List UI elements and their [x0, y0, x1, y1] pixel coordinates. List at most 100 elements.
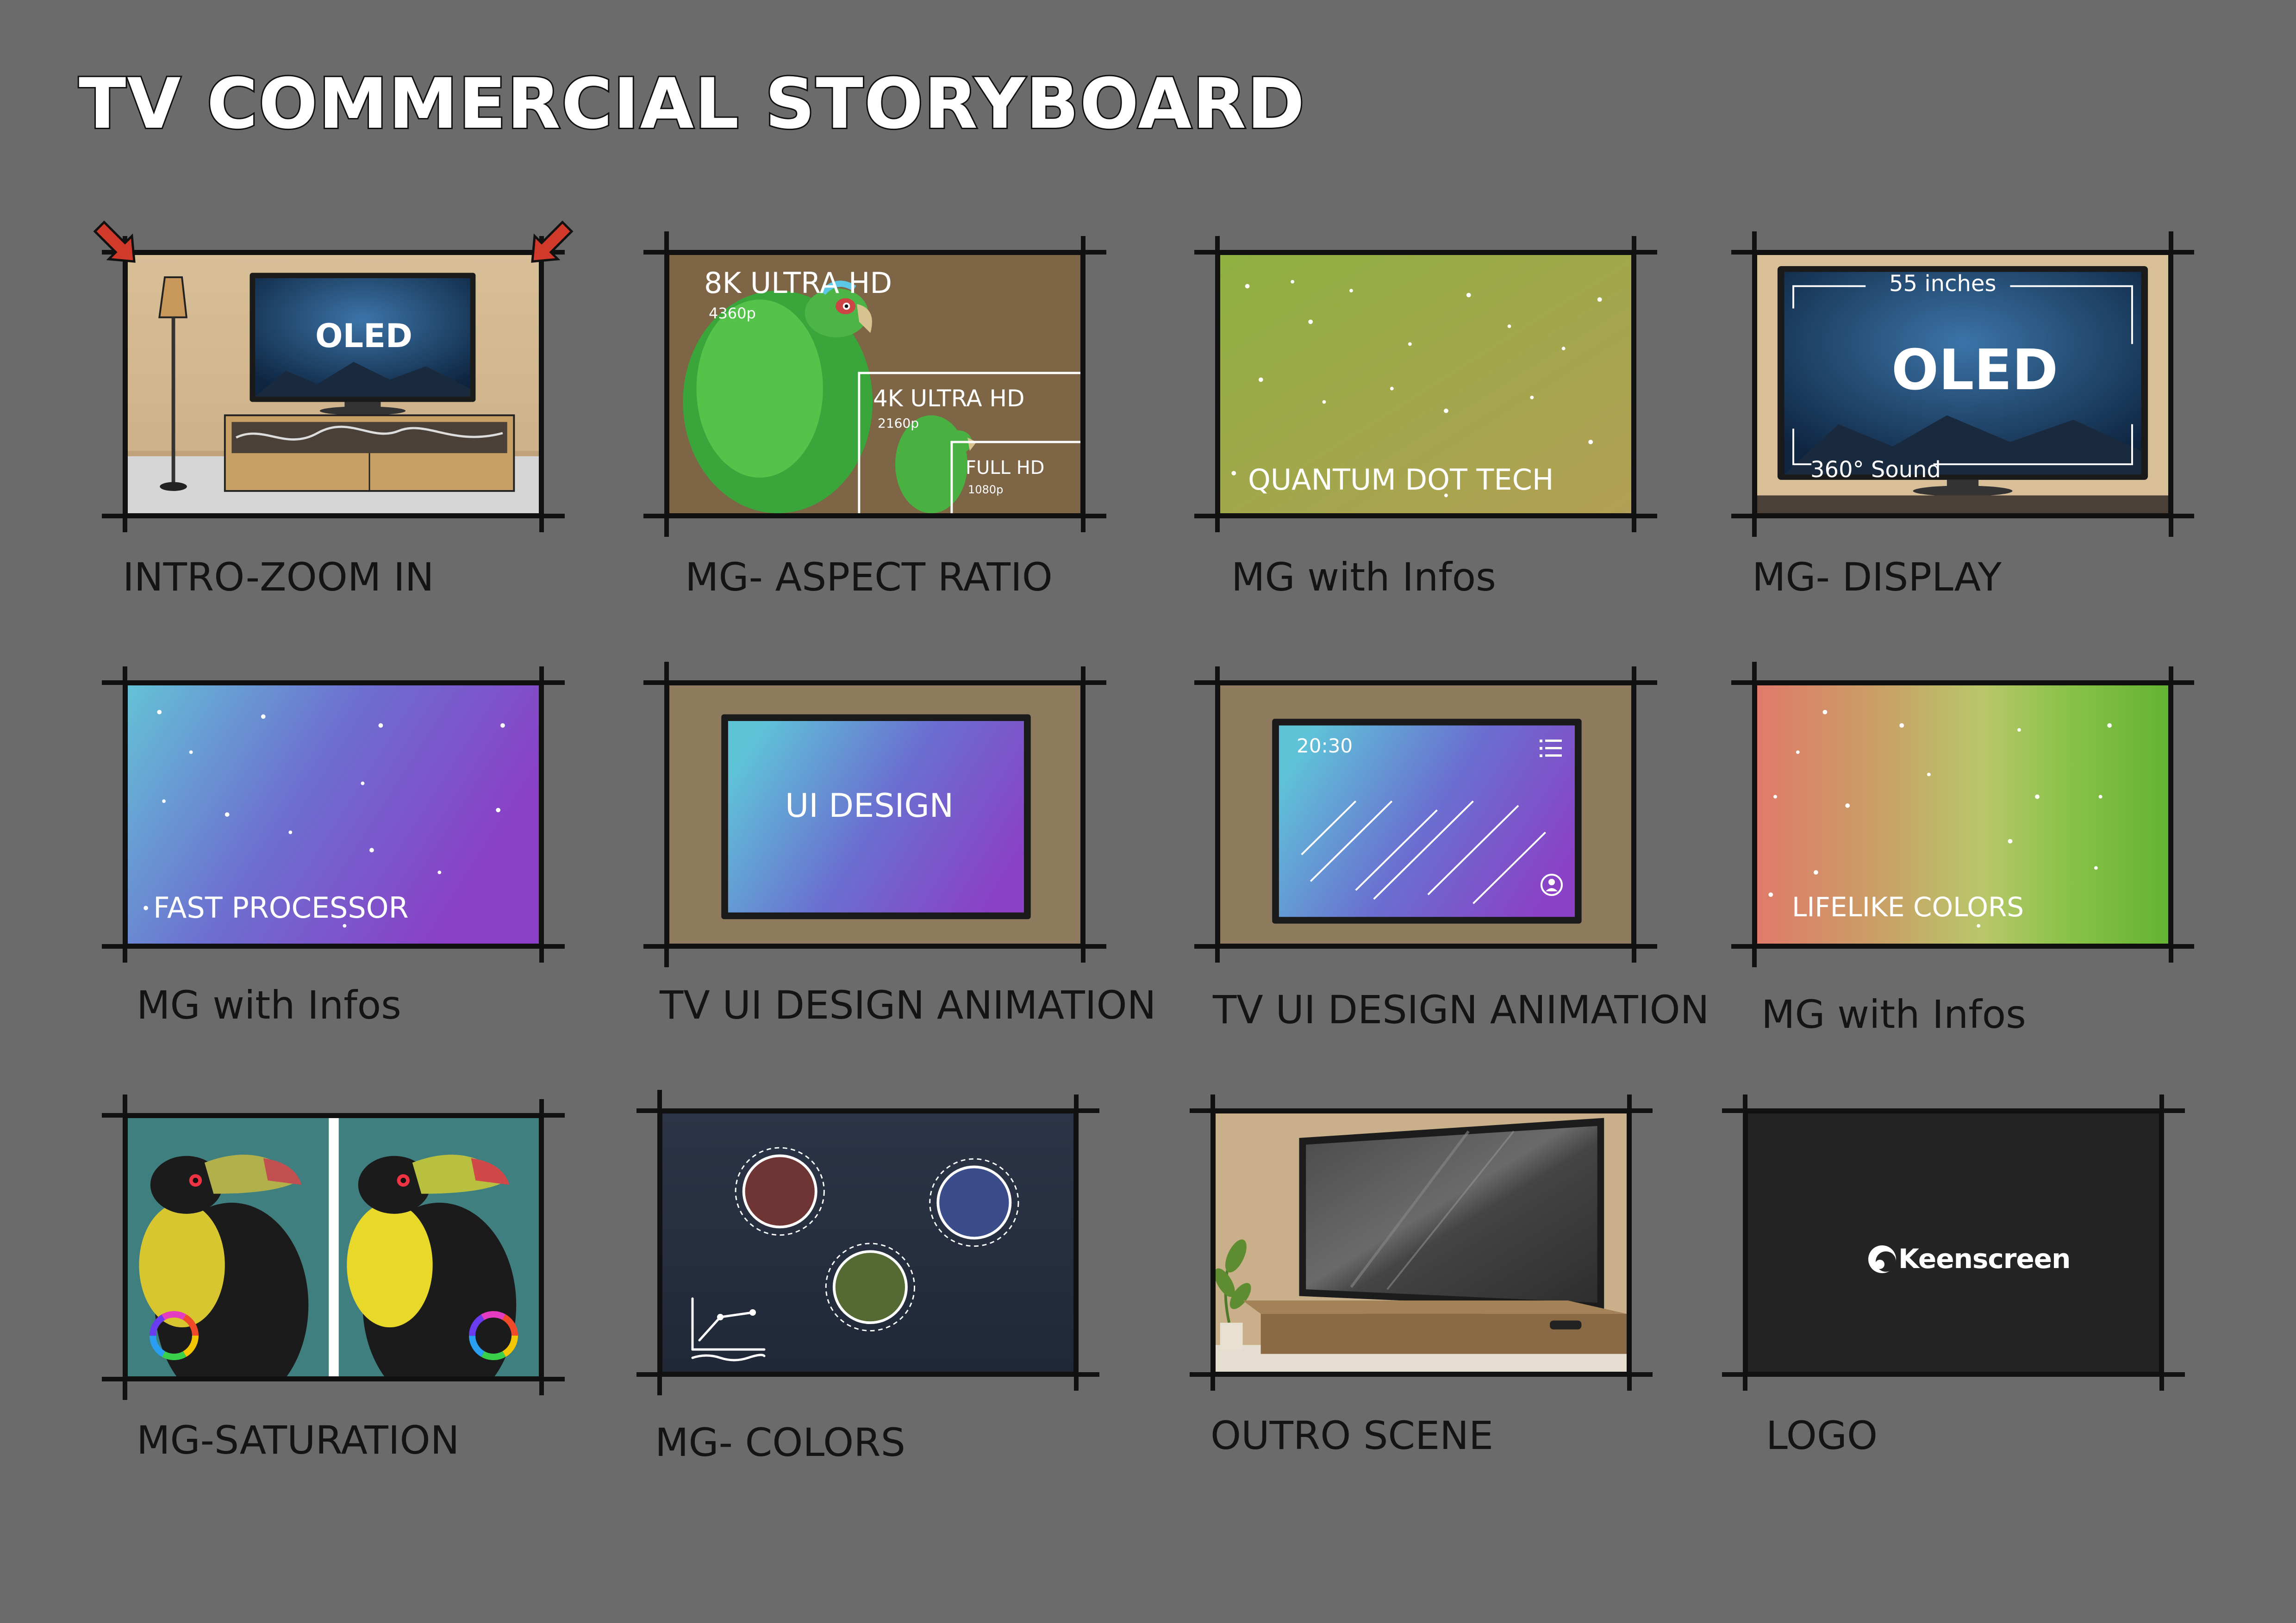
panel-caption: TV UI DESIGN ANIMATION	[660, 983, 1156, 1028]
oled-screen-text: OLED	[1891, 338, 2059, 403]
panel-caption: MG- COLORS	[655, 1420, 905, 1465]
panel-caption: LOGO	[1766, 1413, 1878, 1458]
sound-feature-text: 360° Sound	[1810, 457, 1941, 483]
frame-line	[102, 250, 565, 255]
frame-line	[1632, 666, 1636, 963]
frame-line	[1215, 236, 1220, 532]
frame-line	[1210, 1094, 1215, 1391]
storyboard-panel-saturation: MG-SATURATION	[102, 1094, 565, 1460]
frame-line	[1194, 250, 1657, 255]
panel-frame: QUANTUM DOT TECH	[1215, 250, 1636, 518]
frame-line	[102, 944, 565, 949]
panel-frame: FAST PROCESSOR	[123, 680, 544, 949]
menu-list-icon[interactable]	[1540, 739, 1563, 759]
frame-line	[123, 1094, 127, 1400]
panel-frame: OLED	[123, 250, 544, 518]
storyboard-panel-lifelike-colors: LIFELIKE COLORS MG with Infos	[1731, 662, 2194, 1034]
frame-line	[2169, 231, 2173, 537]
ui-design-text: UI DESIGN	[785, 787, 954, 825]
frame-line	[1722, 1372, 2185, 1377]
panel-frame	[123, 1113, 544, 1381]
brand-logo-text: Keenscreen	[1898, 1243, 2071, 1275]
screen-size-text: 55 inches	[1889, 271, 1997, 297]
storyboard-panel-outro: OUTRO SCENE	[1190, 1094, 1653, 1455]
user-icon[interactable]	[1540, 873, 1564, 897]
oled-screen-text: OLED	[315, 317, 413, 355]
frame-line	[643, 944, 1106, 949]
frame-line	[1743, 1094, 1747, 1391]
panel-caption: TV UI DESIGN ANIMATION	[1213, 987, 1710, 1032]
frame-line	[1081, 666, 1086, 963]
full-hd-resolution: 1080p	[968, 483, 1004, 496]
toucan-saturation-illustration	[128, 1118, 539, 1376]
frame-line	[539, 236, 544, 532]
frame-line	[123, 666, 127, 963]
frame-line	[1752, 231, 1757, 537]
color-dots-illustration	[662, 1113, 1073, 1372]
frame-line	[2159, 1094, 2164, 1391]
frame-line	[539, 666, 544, 963]
lifelike-colors-text: LIFELIKE COLORS	[1792, 891, 2024, 923]
frame-line	[1190, 1108, 1653, 1113]
frame-line	[1627, 1094, 1632, 1391]
4k-label: 4K ULTRA HD	[873, 385, 1025, 412]
frame-line	[1731, 680, 2194, 685]
panel-caption: MG- ASPECT RATIO	[685, 554, 1053, 600]
storyboard-panel-aspect-ratio: 8K ULTRA HD 4360p 4K ULTRA HD 2160p FULL…	[643, 231, 1106, 597]
living-room-tv-illustration	[128, 255, 539, 513]
panel-frame: 55 inches OLED 360° Sound	[1752, 250, 2173, 518]
clock-text: 20:30	[1297, 734, 1353, 757]
panel-caption: INTRO-ZOOM IN	[123, 554, 434, 600]
frame-line	[1752, 662, 1757, 967]
frame-line	[636, 1372, 1099, 1377]
panel-frame: LIFELIKE COLORS	[1752, 680, 2173, 949]
tv-ui-menu-illustration	[1220, 685, 1631, 944]
storyboard-panel-ui-design: UI DESIGN TV UI DESIGN ANIMATION	[643, 662, 1156, 1025]
frame-line	[1194, 680, 1657, 685]
storyboard-panel-colors: MG- COLORS	[636, 1090, 1099, 1462]
frame-line	[664, 662, 669, 967]
panel-frame: Keenscreen	[1743, 1108, 2164, 1377]
frame-line	[1632, 236, 1636, 532]
line-chart-icon	[691, 1297, 766, 1362]
frame-line	[1190, 1372, 1653, 1377]
frame-line	[1731, 250, 2194, 255]
storyboard-panel-logo: Keenscreen LOGO	[1722, 1094, 2185, 1455]
frame-line	[2169, 666, 2173, 963]
4k-resolution: 2160p	[878, 416, 919, 431]
frame-line	[1722, 1108, 2185, 1113]
panel-caption: MG- DISPLAY	[1752, 554, 2002, 600]
purple-gradient-background	[128, 685, 539, 944]
frame-line	[1194, 944, 1657, 949]
panel-caption: MG-SATURATION	[137, 1418, 460, 1463]
storyboard-panel-intro: OLED INTRO-ZOOM IN	[93, 220, 574, 597]
quantum-dot-text: QUANTUM DOT TECH	[1248, 463, 1554, 497]
frame-line	[123, 236, 127, 532]
storyboard-panel-fast-processor: FAST PROCESSOR MG with Infos	[102, 666, 565, 1025]
full-hd-label: FULL HD	[966, 457, 1045, 479]
panel-frame: 20:30	[1215, 680, 1636, 949]
frame-line	[643, 250, 1106, 255]
frame-line	[657, 1090, 662, 1395]
frame-line	[1731, 944, 2194, 949]
frame-line	[1074, 1094, 1079, 1391]
panel-caption: MG with Infos	[1231, 554, 1496, 600]
fast-processor-text: FAST PROCESSOR	[153, 891, 409, 925]
storyboard-panel-ui-animation: 20:30 TV UI DESIGN ANIMATION	[1194, 666, 1709, 1029]
panel-frame	[657, 1108, 1079, 1377]
page-title: TV Commercial Storyboard	[77, 64, 1306, 144]
8k-resolution: 4360p	[709, 305, 756, 322]
frame-line	[102, 1377, 565, 1381]
storyboard-panel-quantum-dot: QUANTUM DOT TECH MG with Infos	[1194, 236, 1657, 597]
frame-line	[539, 1099, 544, 1395]
8k-label: 8K ULTRA HD	[704, 266, 892, 300]
panel-caption: OUTRO SCENE	[1210, 1413, 1494, 1458]
frame-line	[102, 680, 565, 685]
warm-gradient-background	[1757, 685, 2168, 944]
keenscreen-logo-icon	[1868, 1245, 1896, 1273]
panel-frame: 8K ULTRA HD 4360p 4K ULTRA HD 2160p FULL…	[664, 250, 1086, 518]
frame-line	[1194, 514, 1657, 518]
outro-tv-room-illustration	[1216, 1113, 1627, 1372]
panel-caption: MG with Infos	[137, 983, 401, 1028]
frame-line	[1215, 666, 1220, 963]
